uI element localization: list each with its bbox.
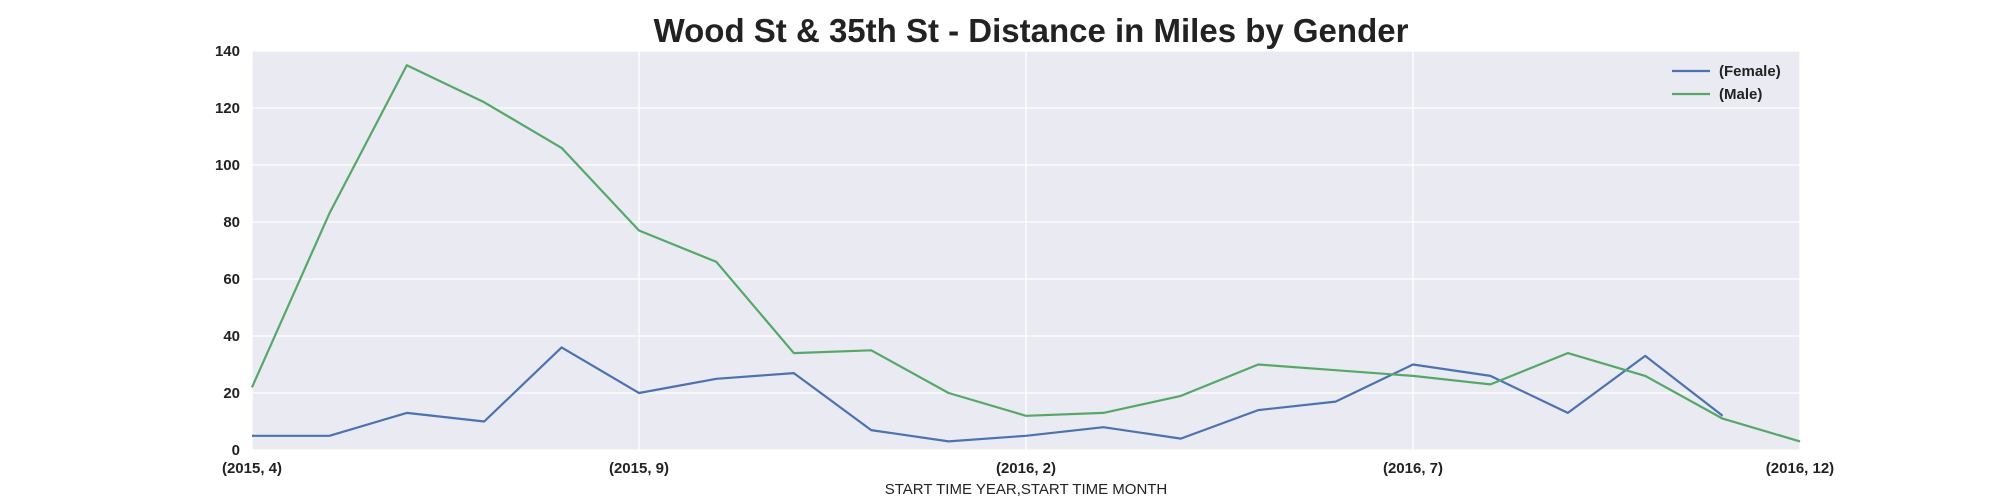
x-tick-label: (2016, 2)	[996, 460, 1056, 477]
y-tick-label: 60	[223, 271, 240, 288]
x-tick-label: (2016, 7)	[1383, 460, 1443, 477]
y-tick-label: 80	[223, 214, 240, 231]
y-tick-label: 40	[223, 328, 240, 345]
x-tick-label: (2016, 12)	[1766, 460, 1834, 477]
legend: (Female) (Male)	[1672, 63, 1781, 103]
x-tick-label: (2015, 4)	[222, 460, 282, 477]
y-tick-label: 120	[215, 100, 240, 117]
x-tick-label: (2015, 9)	[609, 460, 669, 477]
y-tick-label: 20	[223, 385, 240, 402]
x-axis-ticks: (2015, 4) (2015, 9) (2016, 2) (2016, 7) (201…	[222, 460, 1834, 477]
chart-title: Wood St & 35th St - Distance in Miles by…	[654, 12, 1409, 49]
y-tick-label: 100	[215, 157, 240, 174]
legend-label-female: (Female)	[1719, 63, 1781, 80]
series-lines	[250, 64, 1801, 443]
legend-label-male: (Male)	[1719, 86, 1762, 103]
x-gridlines	[251, 51, 1801, 450]
y-axis-ticks: 0 20 40 60 80 100 120 140	[215, 43, 240, 459]
y-tick-label: 140	[215, 43, 240, 60]
x-axis-label: START TIME YEAR,START TIME MONTH	[885, 481, 1168, 498]
series-line-male	[250, 64, 1801, 443]
series-line-female	[252, 346, 1724, 443]
y-tick-label: 0	[232, 442, 240, 459]
